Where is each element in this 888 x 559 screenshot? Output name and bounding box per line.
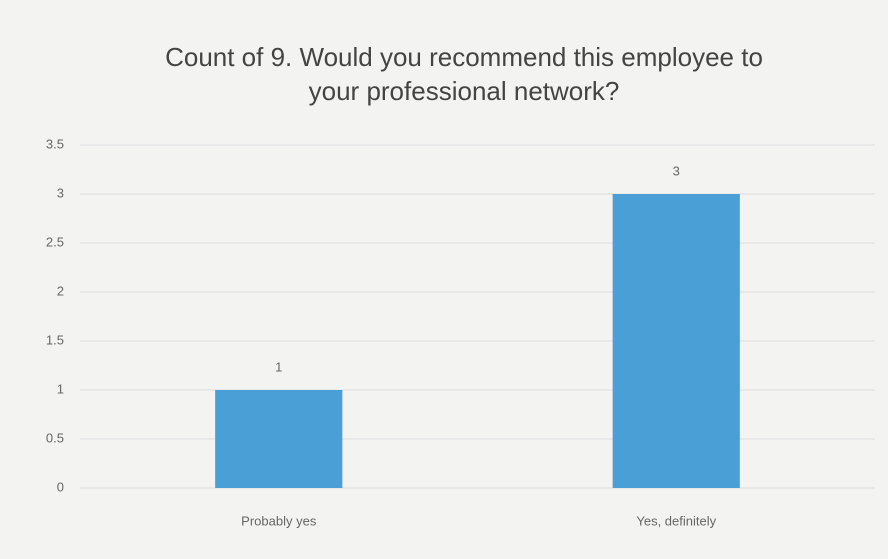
- y-tick-label: 0: [57, 479, 64, 494]
- data-label: 1: [275, 359, 282, 374]
- y-tick-label: 2: [57, 283, 64, 298]
- x-tick-label: Yes, definitely: [636, 513, 716, 528]
- y-tick-label: 3: [57, 185, 64, 200]
- data-label: 3: [673, 163, 680, 178]
- y-tick-label: 1.5: [46, 332, 64, 347]
- bar: [215, 390, 343, 488]
- bar: [612, 194, 740, 488]
- y-tick-label: 2.5: [46, 234, 64, 249]
- y-tick-label: 3.5: [46, 136, 64, 151]
- chart-title: Count of 9. Would you recommend this emp…: [165, 42, 763, 106]
- y-tick-label: 1: [57, 381, 64, 396]
- y-tick-label: 0.5: [46, 430, 64, 445]
- x-tick-label: Probably yes: [241, 513, 317, 528]
